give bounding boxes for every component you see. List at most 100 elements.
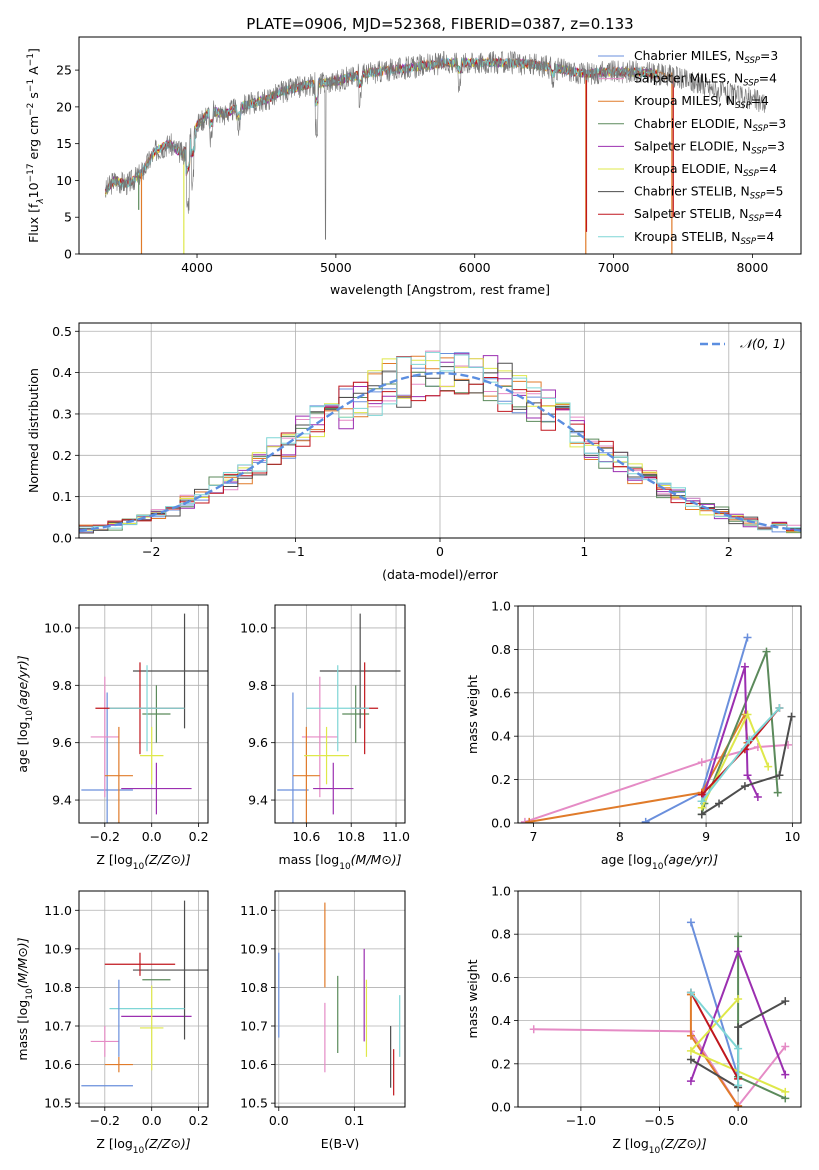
x-tick-label: 0.2 bbox=[189, 1113, 209, 1128]
y-tick-label: 10.8 bbox=[44, 980, 72, 995]
weight-line-salpeter-stelib bbox=[690, 992, 739, 1080]
y-tick-label: 0.8 bbox=[491, 642, 511, 657]
x-tick-label: 10.6 bbox=[292, 829, 320, 844]
legend-text: Kroupa ELODIE, N bbox=[634, 162, 743, 176]
age-vs-mass-plot-area bbox=[277, 613, 401, 823]
y-tick-label: 0.6 bbox=[491, 970, 511, 985]
x-axis-label-unit: (Z/Z⊙)] bbox=[144, 1136, 191, 1151]
legend-count: =4 bbox=[759, 72, 777, 86]
y-axis-label-part: λ bbox=[36, 198, 46, 204]
x-axis-label-subscript: 10 bbox=[649, 1146, 661, 1156]
x-tick-label: −0.5 bbox=[644, 1113, 674, 1128]
legend-label-chabrier-miles: Chabrier MILES, NSSP=3 bbox=[634, 49, 778, 66]
weight-point-chabrier-elodie bbox=[734, 932, 743, 941]
y-tick-label: 0.4 bbox=[491, 1013, 511, 1028]
x-axis-label-subscript: 10 bbox=[133, 862, 145, 872]
weight-point-salpeter-elodie bbox=[753, 792, 762, 801]
y-axis-label-part: erg cm bbox=[26, 116, 41, 164]
y-axis-label-subscript: 10 bbox=[25, 988, 35, 1000]
x-axis-label-text: Z [log bbox=[96, 1136, 132, 1151]
weight-line-chabrier-elodie bbox=[700, 651, 779, 815]
y-axis-label-text: age [log bbox=[15, 721, 30, 772]
weight-vs-z-plot-area bbox=[529, 918, 790, 1107]
x-axis-label-unit: (Z/Z⊙)] bbox=[660, 1136, 707, 1151]
weight-line-salpeter-elodie bbox=[700, 666, 759, 802]
x-tick-label: 7000 bbox=[598, 260, 630, 275]
axes-frame bbox=[78, 36, 802, 255]
y-tick-label: 10.9 bbox=[240, 941, 268, 956]
legend-count: =4 bbox=[759, 162, 777, 176]
weight-point-salpeter-elodie bbox=[734, 947, 743, 956]
x-axis-label: (data-model)/error bbox=[382, 567, 499, 582]
y-tick-label: 10.5 bbox=[240, 1096, 268, 1111]
normal-distribution-curve bbox=[79, 371, 801, 532]
legend-text: Chabrier MILES, N bbox=[634, 49, 744, 63]
x-axis-label-unit: (Z/Z⊙)] bbox=[144, 852, 191, 867]
x-tick-label: 0 bbox=[436, 544, 444, 559]
x-axis-label: E(B-V) bbox=[321, 1136, 360, 1151]
weight-point-kroupa-stelib bbox=[734, 1081, 743, 1090]
x-axis-label-text: mass [log bbox=[278, 852, 339, 867]
y-tick-label: 0.2 bbox=[491, 772, 511, 787]
weight-vs-z-panel: −1.0 −0.5 0.0 0.0 0.2 0.4 0.6 0.8 1.0 Z [log10(Z/… bbox=[465, 884, 802, 1156]
y-axis-label-part: −2 bbox=[26, 103, 36, 116]
weight-vs-age-plot-area bbox=[520, 633, 796, 823]
model-spectrum-kroupa-miles bbox=[104, 56, 677, 195]
y-tick-label: 9.8 bbox=[52, 678, 72, 693]
weight-point-chabrier-stelib bbox=[697, 810, 706, 819]
legend-text: Kroupa MILES, N bbox=[634, 94, 735, 108]
y-tick-label: 0.8 bbox=[491, 927, 511, 942]
legend-subscript: SSP bbox=[751, 146, 767, 156]
x-tick-label: 11.0 bbox=[382, 829, 410, 844]
weight-point-kroupa-stelib bbox=[686, 988, 695, 997]
y-tick-label: 9.6 bbox=[52, 735, 72, 750]
weight-point-kroupa-miles bbox=[734, 1101, 743, 1107]
y-tick-label: 0 bbox=[64, 247, 72, 262]
x-axis-label-subscript: 10 bbox=[652, 862, 664, 872]
y-tick-label: 20 bbox=[56, 99, 72, 114]
axes-frame bbox=[78, 604, 209, 824]
x-tick-label: 6000 bbox=[459, 260, 491, 275]
y-tick-label: 0.4 bbox=[52, 365, 72, 380]
y-tick-label: 5 bbox=[64, 210, 72, 225]
x-tick-label: −1 bbox=[286, 544, 304, 559]
y-axis-label-part: ] bbox=[26, 48, 41, 53]
y-tick-label: 10.7 bbox=[240, 1019, 268, 1034]
legend-label-kroupa-elodie: Kroupa ELODIE, NSSP=4 bbox=[634, 162, 777, 179]
y-tick-label: 9.4 bbox=[248, 793, 268, 808]
legend-label-chabrier-stelib: Chabrier STELIB, NSSP=5 bbox=[634, 185, 784, 202]
weight-point-salpeter-elodie bbox=[743, 771, 752, 780]
weight-point-kroupa-elodie bbox=[764, 762, 773, 771]
observed-spectrum bbox=[105, 50, 767, 240]
weight-point-chabrier-stelib bbox=[775, 771, 784, 780]
y-tick-label: 10.0 bbox=[44, 620, 72, 635]
x-tick-label: 1 bbox=[580, 544, 588, 559]
weight-point-chabrier-miles bbox=[686, 918, 695, 927]
legend-subscript: SSP bbox=[750, 192, 766, 202]
x-tick-label: −1.0 bbox=[566, 1113, 596, 1128]
y-axis-label-part: 10 bbox=[26, 182, 41, 198]
weight-point-salpeter-elodie bbox=[740, 662, 749, 671]
y-tick-label: 1.0 bbox=[491, 884, 511, 899]
weight-point-kroupa-stelib bbox=[697, 797, 706, 806]
x-tick-label: 4000 bbox=[181, 260, 213, 275]
legend-label-normal: 𝒩(0, 1) bbox=[740, 336, 786, 351]
x-axis-label: Z [log10(Z/Z⊙)] bbox=[96, 1136, 190, 1156]
x-axis-label: wavelength [Angstrom, rest frame] bbox=[330, 282, 550, 297]
x-tick-label: 0.1 bbox=[344, 1113, 364, 1128]
y-axis-label: mass weight bbox=[465, 959, 480, 1038]
x-axis-label: Z [log10(Z/Z⊙)] bbox=[612, 1136, 706, 1156]
spectrum-panel: 4000 5000 6000 7000 8000 0 5 10 15 20 25 wavelength… bbox=[26, 36, 802, 297]
x-tick-label: 2 bbox=[725, 544, 733, 559]
x-axis-label-unit: (M/M⊙)] bbox=[351, 852, 402, 867]
weight-point-chabrier-miles bbox=[743, 633, 752, 642]
legend-subscript: SSP bbox=[744, 56, 760, 66]
x-tick-label: 8000 bbox=[736, 260, 768, 275]
legend-label-chabrier-elodie: Chabrier ELODIE, NSSP=3 bbox=[634, 117, 786, 134]
y-tick-label: 0.2 bbox=[52, 448, 72, 463]
weight-line-chabrier-miles bbox=[689, 922, 740, 1078]
legend-subscript: SSP bbox=[749, 214, 765, 224]
legend-text: Salpeter ELODIE, N bbox=[634, 139, 751, 153]
